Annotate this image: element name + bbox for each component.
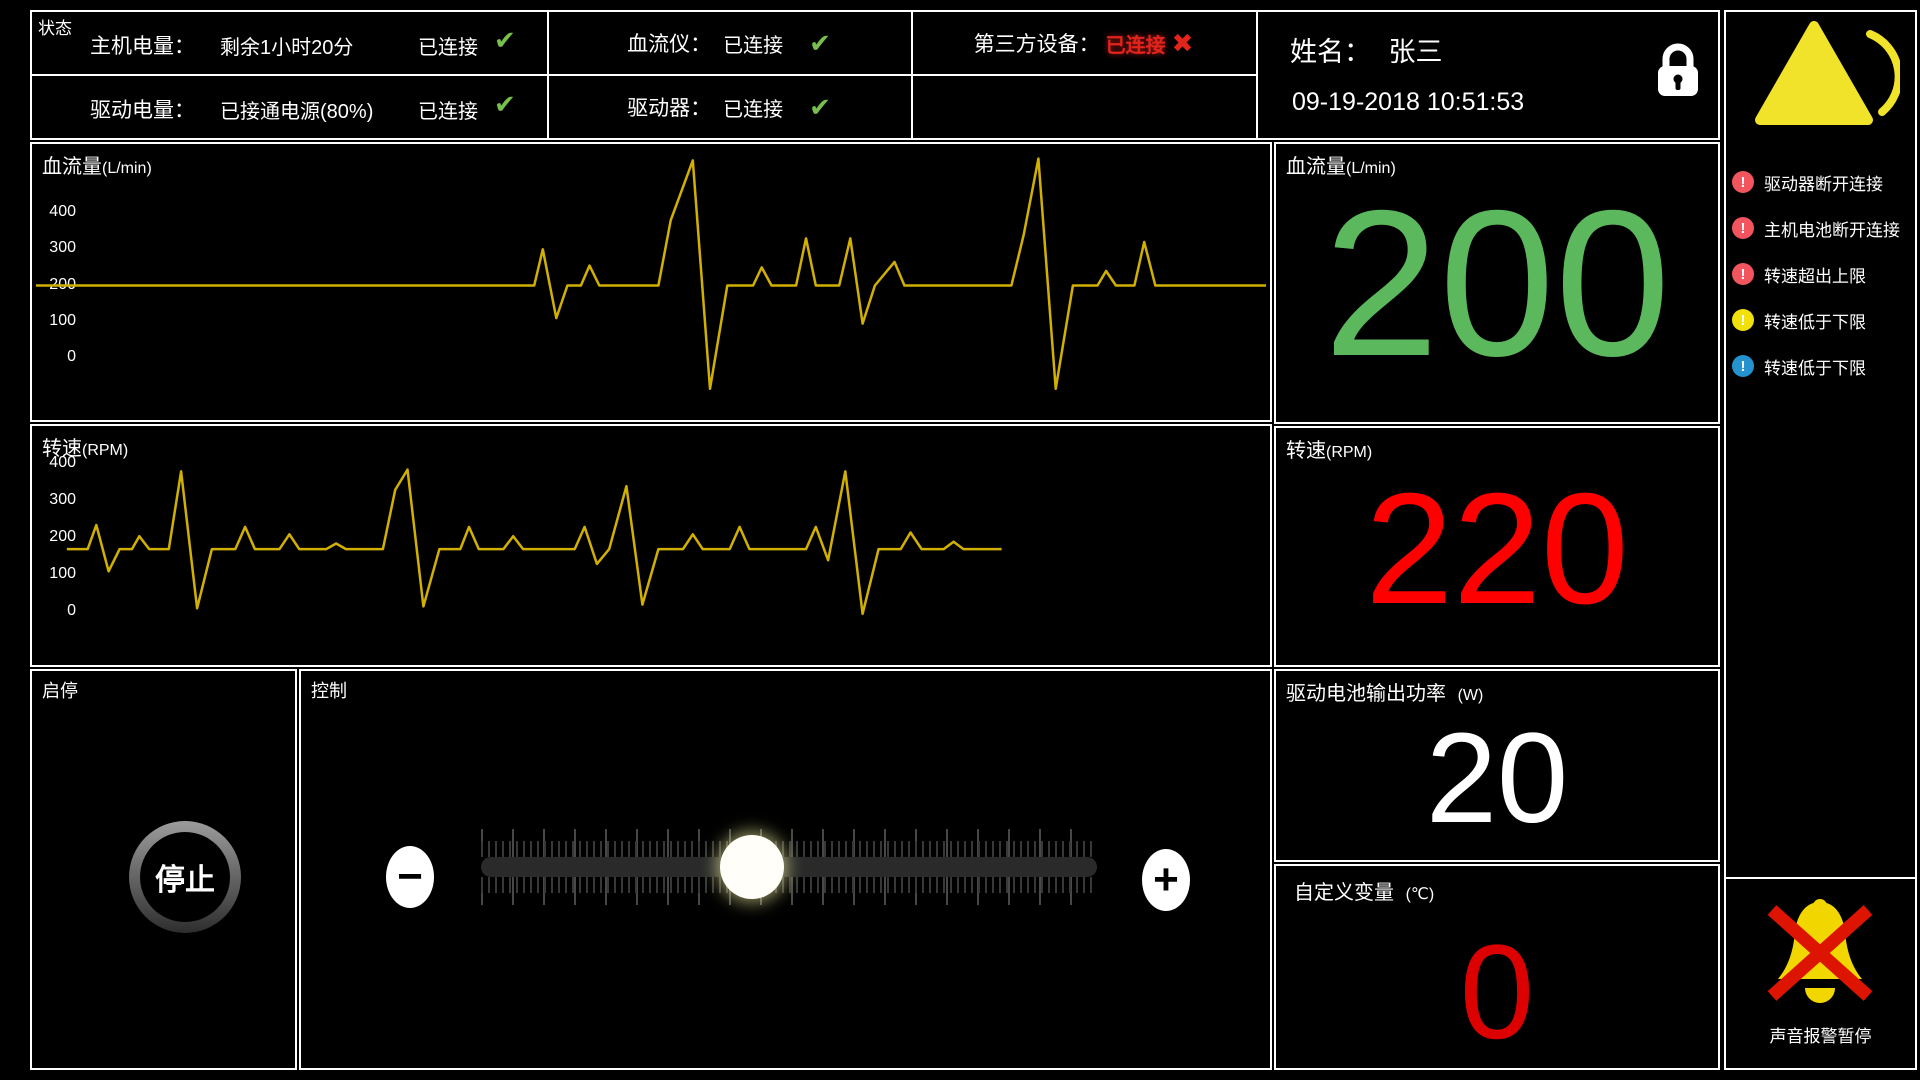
slider-track[interactable] <box>481 857 1097 877</box>
rpm-waveform <box>66 468 1002 616</box>
slider-thumb[interactable] <box>720 835 785 899</box>
rpm-chart-panel: 转速(RPM) 400 300 200 100 0 <box>30 424 1272 667</box>
rpm-chart-title: 转速(RPM) <box>42 438 129 460</box>
control-panel-label: 控制 <box>311 681 347 701</box>
startstop-panel-label: 启停 <box>42 681 78 701</box>
y-tick-label: 200 <box>49 528 76 545</box>
warning-triangle-icon <box>1755 21 1900 125</box>
alert-text: 转速超出上限 <box>1764 266 1866 286</box>
mute-label: 声音报警暂停 <box>1769 1027 1872 1046</box>
y-tick-label: 100 <box>49 565 76 582</box>
host-battery-status: 已连接 <box>418 37 478 59</box>
patient-name-label: 姓名： 张三 <box>1290 37 1443 67</box>
slider-ticks-bottom-minor <box>481 877 1097 893</box>
slider-ticks-top-minor <box>481 841 1097 857</box>
drive-battery-row: 驱动电量： 已接通电源(80%) 已连接 ✔ <box>32 76 547 138</box>
alert-severity-icon: ! <box>1732 309 1754 331</box>
flowmeter-status: 已连接 <box>723 34 784 57</box>
increase-button[interactable]: + <box>1142 849 1190 911</box>
alert-text: 转速低于下限 <box>1764 312 1866 332</box>
alert-severity-icon: ! <box>1732 355 1754 377</box>
patient-name: 张三 <box>1388 37 1443 67</box>
y-tick-label: 200 <box>49 275 76 293</box>
flow-readout-panel: 血流量(L/min) 200 <box>1274 142 1720 424</box>
stop-button-label: 停止 <box>140 832 230 922</box>
alert-severity-icon: ! <box>1732 263 1754 285</box>
drive-battery-status: 已连接 <box>418 101 478 123</box>
y-tick-label: 300 <box>49 239 76 257</box>
sidebar-divider <box>1726 877 1915 879</box>
statusbar-divider-3 <box>1256 12 1258 138</box>
flow-chart-title: 血流量(L/min) <box>42 156 152 178</box>
rpm-readout-title: 转速(RPM) <box>1286 440 1373 462</box>
datetime-text: 09-19-2018 10:51:53 <box>1292 88 1525 116</box>
minus-icon: − <box>397 852 423 901</box>
drive-battery-detail: 已接通电源(80%) <box>220 101 374 123</box>
host-battery-detail: 剩余1小时20分 <box>220 37 354 59</box>
thirdparty-status: 已连接 <box>1105 34 1166 57</box>
alert-text: 驱动器断开连接 <box>1764 174 1883 194</box>
power-readout-title: 驱动电池输出功率 (W) <box>1286 683 1484 705</box>
bell-muted-icon[interactable] <box>1760 892 1880 1014</box>
flow-value: 200 <box>1323 168 1671 400</box>
power-readout-panel: 驱动电池输出功率 (W) 20 <box>1274 669 1720 862</box>
flow-waveform <box>36 157 1266 391</box>
alarm-sidebar: ! 驱动器断开连接! 主机电池断开连接! 转速超出上限! 转速低于下限! 转速低于下限 声… <box>1724 10 1917 1070</box>
y-tick-label: 0 <box>67 348 76 365</box>
startstop-panel: 启停 停止 <box>30 669 297 1070</box>
alert-item: ! 转速超出上限 <box>1732 262 1866 286</box>
alert-text: 主机电池断开连接 <box>1764 220 1900 240</box>
alert-item: ! 转速低于下限 <box>1732 308 1866 332</box>
flowmeter-label: 血流仪： <box>627 33 712 56</box>
check-icon: ✔ <box>809 27 831 58</box>
drive-battery-label: 驱动电量： <box>90 99 195 122</box>
flow-readout-title: 血流量(L/min) <box>1286 156 1396 178</box>
custom-readout-title: 自定义变量 (℃) <box>1294 882 1435 904</box>
custom-readout-panel: 自定义变量 (℃) 0 <box>1274 864 1720 1070</box>
custom-value: 0 <box>1459 918 1535 1067</box>
host-battery-label: 主机电量： <box>90 35 195 58</box>
y-tick-label: 100 <box>49 311 76 329</box>
flow-chart-panel: 血流量(L/min) 400 300 200 100 0 <box>30 142 1272 422</box>
host-battery-row: 主机电量： 剩余1小时20分 已连接 ✔ <box>32 12 547 74</box>
alert-item: ! 驱动器断开连接 <box>1732 170 1883 194</box>
plus-icon: + <box>1153 855 1179 904</box>
alert-item: ! 转速低于下限 <box>1732 354 1866 378</box>
driver-row: 驱动器： 已连接 ✔ <box>547 76 911 138</box>
rpm-readout-panel: 转速(RPM) 220 <box>1274 426 1720 667</box>
driver-status: 已连接 <box>723 98 784 121</box>
flowmeter-row: 血流仪： 已连接 ✔ <box>547 12 911 74</box>
power-value: 20 <box>1425 707 1569 850</box>
control-panel: 控制 − + <box>299 669 1272 1070</box>
patient-cell: 姓名： 张三 09-19-2018 10:51:53 <box>1258 12 1722 138</box>
thirdparty-label: 第三方设备： <box>973 33 1100 56</box>
decrease-button[interactable]: − <box>386 846 434 908</box>
rpm-value: 220 <box>1365 461 1629 637</box>
alert-severity-icon: ! <box>1732 217 1754 239</box>
check-icon: ✔ <box>494 25 516 55</box>
statusbar-row-divider <box>32 74 1256 76</box>
y-tick-label: 400 <box>49 203 76 220</box>
y-tick-label: 0 <box>67 602 76 619</box>
driver-label: 驱动器： <box>627 97 712 120</box>
thirdparty-row: 第三方设备： 已连接 ✖ <box>911 12 1256 74</box>
alert-item: ! 主机电池断开连接 <box>1732 216 1900 240</box>
status-bar: 状态 主机电量： 剩余1小时20分 已连接 ✔ 驱动电量： 已接通电源(80%)… <box>30 10 1720 140</box>
cross-icon: ✖ <box>1171 27 1194 58</box>
alert-severity-icon: ! <box>1732 171 1754 193</box>
check-icon: ✔ <box>494 89 516 119</box>
stop-button[interactable]: 停止 <box>129 821 241 933</box>
y-tick-label: 400 <box>49 454 76 471</box>
check-icon: ✔ <box>809 91 831 122</box>
lock-icon[interactable] <box>1652 42 1704 100</box>
status-section-label: 状态 <box>38 19 72 38</box>
y-tick-label: 300 <box>49 491 76 508</box>
alert-text: 转速低于下限 <box>1764 358 1866 378</box>
